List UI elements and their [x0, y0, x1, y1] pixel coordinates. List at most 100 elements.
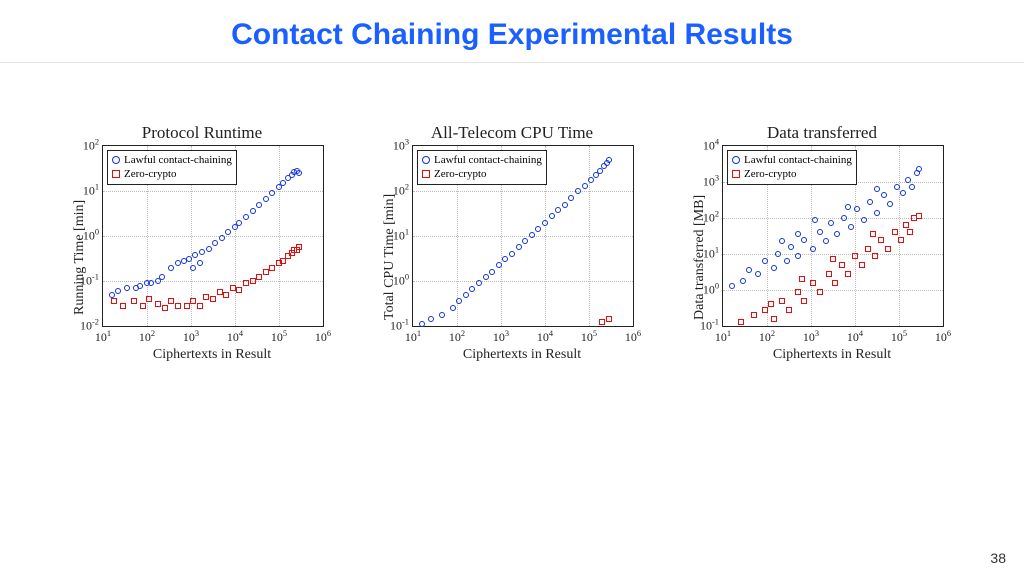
data-point-lawful	[771, 265, 777, 271]
data-point-zero	[223, 292, 229, 298]
data-point-lawful	[450, 305, 456, 311]
data-point-zero	[865, 246, 871, 252]
y-tick-label: 10-1	[390, 319, 409, 334]
data-point-lawful	[148, 280, 154, 286]
legend-label: Lawful contact-chaining	[434, 153, 542, 167]
data-point-lawful	[874, 210, 880, 216]
data-point-lawful	[775, 251, 781, 257]
legend-label: Zero-crypto	[744, 167, 797, 181]
data-point-lawful	[529, 232, 535, 238]
data-point-lawful	[137, 283, 143, 289]
data-point-zero	[872, 253, 878, 259]
data-point-zero	[230, 285, 236, 291]
x-tick-label: 106	[935, 330, 951, 345]
data-point-lawful	[212, 240, 218, 246]
data-point-lawful	[296, 170, 302, 176]
legend-item-lawful: Lawful contact-chaining	[112, 153, 232, 167]
data-point-lawful	[522, 238, 528, 244]
data-point-zero	[751, 312, 757, 318]
plot-area: 10110210310410510610-1100101102103104Law…	[722, 145, 944, 327]
data-point-lawful	[909, 184, 915, 190]
data-point-zero	[210, 296, 216, 302]
legend: Lawful contact-chainingZero-crypto	[417, 150, 547, 185]
data-point-lawful	[516, 244, 522, 250]
data-point-lawful	[729, 283, 735, 289]
data-point-lawful	[845, 204, 851, 210]
data-point-lawful	[186, 256, 192, 262]
data-point-lawful	[225, 229, 231, 235]
data-point-lawful	[115, 288, 121, 294]
x-tick-label: 104	[847, 330, 863, 345]
data-point-lawful	[549, 213, 555, 219]
data-point-lawful	[496, 262, 502, 268]
data-point-zero	[738, 319, 744, 325]
data-point-lawful	[861, 217, 867, 223]
data-point-lawful	[124, 285, 130, 291]
legend-label: Zero-crypto	[434, 167, 487, 181]
data-point-lawful	[810, 246, 816, 252]
x-tick-label: 102	[759, 330, 775, 345]
data-point-lawful	[428, 316, 434, 322]
data-point-lawful	[219, 235, 225, 241]
data-point-zero	[162, 305, 168, 311]
data-point-lawful	[784, 258, 790, 264]
data-point-lawful	[834, 231, 840, 237]
data-point-lawful	[900, 190, 906, 196]
legend-label: Zero-crypto	[124, 167, 177, 181]
data-point-zero	[878, 237, 884, 243]
legend-item-lawful: Lawful contact-chaining	[732, 153, 852, 167]
data-point-zero	[606, 316, 612, 322]
data-point-lawful	[502, 256, 508, 262]
data-point-zero	[269, 265, 275, 271]
data-point-lawful	[250, 208, 256, 214]
data-point-lawful	[812, 217, 818, 223]
data-point-lawful	[190, 265, 196, 271]
data-point-zero	[779, 298, 785, 304]
data-point-zero	[852, 253, 858, 259]
data-point-lawful	[535, 226, 541, 232]
data-point-zero	[801, 298, 807, 304]
data-point-lawful	[192, 252, 198, 258]
y-axis-label: Total CPU Time [min]	[382, 194, 398, 320]
data-point-zero	[120, 303, 126, 309]
x-tick-label: 102	[449, 330, 465, 345]
data-point-zero	[250, 278, 256, 284]
legend-item-zero: Zero-crypto	[112, 167, 232, 181]
data-point-lawful	[795, 253, 801, 259]
data-point-zero	[830, 256, 836, 262]
x-tick-label: 105	[581, 330, 597, 345]
x-tick-label: 106	[315, 330, 331, 345]
data-point-zero	[203, 294, 209, 300]
data-point-zero	[826, 271, 832, 277]
plot-area: 10110210310410510610-1100101102103Lawful…	[412, 145, 634, 327]
data-point-lawful	[779, 238, 785, 244]
legend-item-lawful: Lawful contact-chaining	[422, 153, 542, 167]
y-axis-label: Data transferred [MB]	[692, 195, 708, 320]
data-point-zero	[870, 231, 876, 237]
data-point-lawful	[801, 237, 807, 243]
page-title: Contact Chaining Experimental Results	[0, 0, 1024, 63]
data-point-zero	[243, 280, 249, 286]
x-axis-label: Ciphertexts in Result	[412, 347, 632, 363]
data-point-lawful	[568, 195, 574, 201]
y-tick-label: 103	[703, 175, 719, 190]
data-point-zero	[903, 222, 909, 228]
x-axis-label: Ciphertexts in Result	[102, 347, 322, 363]
data-point-lawful	[243, 214, 249, 220]
chart-panel: Protocol Runtime10110210310410510610-210…	[52, 123, 352, 363]
data-point-lawful	[881, 192, 887, 198]
data-point-zero	[771, 316, 777, 322]
data-point-lawful	[483, 274, 489, 280]
y-tick-label: 104	[703, 139, 719, 154]
data-point-zero	[263, 269, 269, 275]
data-point-lawful	[795, 231, 801, 237]
data-point-lawful	[199, 249, 205, 255]
data-point-zero	[175, 303, 181, 309]
data-point-lawful	[109, 292, 115, 298]
data-point-zero	[155, 301, 161, 307]
data-point-zero	[832, 280, 838, 286]
data-point-zero	[111, 298, 117, 304]
data-point-lawful	[740, 278, 746, 284]
data-point-zero	[859, 262, 865, 268]
data-point-lawful	[168, 265, 174, 271]
